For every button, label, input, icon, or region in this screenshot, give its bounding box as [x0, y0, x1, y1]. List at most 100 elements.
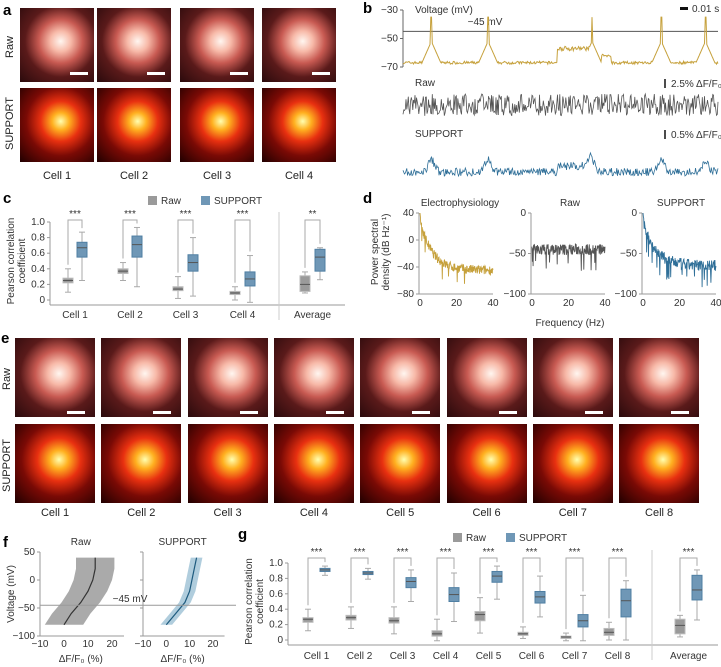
raw-trace: [402, 92, 719, 117]
raw-image-cell-7: [532, 338, 613, 417]
significance-stars: ***: [569, 547, 581, 558]
scale-bar: [412, 411, 431, 414]
subplot-title: Raw: [560, 198, 581, 209]
scale-bar: [498, 411, 517, 414]
cell-label: Cell 8: [645, 507, 674, 519]
raw-box: [474, 611, 486, 622]
x-axis-label: Frequency (Hz): [536, 318, 605, 329]
legend-label-support: SUPPORT: [519, 533, 567, 544]
significance-bracket: [679, 557, 698, 612]
cell-label: Cell 7: [558, 507, 587, 519]
subplot-title: SUPPORT: [159, 537, 207, 548]
threshold-label: −45 mV: [113, 594, 148, 605]
category-label: Cell 3: [173, 310, 199, 321]
significance-bracket: [307, 557, 326, 606]
support-box: [405, 577, 417, 589]
legend-swatch-raw: [453, 533, 462, 542]
category-label: Cell 4: [433, 651, 459, 662]
y-tick-label: −50: [620, 249, 637, 260]
support-box: [131, 235, 143, 258]
legend-label-raw: Raw: [466, 533, 487, 544]
significance-stars: ***: [397, 547, 409, 558]
cell-label: Cell 3: [213, 507, 242, 519]
raw-image-cell-4: [262, 8, 336, 82]
subplot-title: Electrophysiology: [421, 198, 499, 209]
support-image-cell-3: [187, 424, 268, 503]
subplot-title: Raw: [71, 537, 92, 548]
threshold-label: −45 mV: [468, 17, 503, 28]
scale-bar: [70, 72, 88, 75]
scale-bar: [153, 411, 172, 414]
scale-bar: [67, 411, 85, 414]
category-label: Cell 1: [62, 310, 88, 321]
panel-label-f: f: [3, 534, 8, 551]
support-image-cell-2: [101, 424, 182, 503]
time-scale-bar: [680, 7, 688, 10]
support-box: [691, 574, 703, 601]
psd-trace: [419, 212, 494, 284]
support-scale-label: 0.5% ΔF/F₀: [671, 130, 721, 141]
x-tick-label: 40: [710, 298, 721, 309]
cell-label: Cell 5: [386, 507, 415, 519]
significance-bracket: [350, 557, 369, 603]
significance-stars: ***: [483, 547, 495, 558]
raw-box: [299, 275, 311, 292]
significance-bracket: [479, 557, 498, 594]
scale-bar: [584, 411, 603, 414]
panel-label-b: b: [363, 0, 373, 17]
legend-swatch-support: [506, 533, 515, 542]
x-tick-label: 0: [529, 298, 535, 309]
category-label: Cell 1: [304, 651, 330, 662]
raw-image-cell-2: [97, 8, 171, 82]
legend-label-support: SUPPORT: [214, 196, 262, 207]
raw-image-cell-6: [446, 338, 527, 417]
raw-image-cell-2: [101, 338, 182, 417]
significance-stars: ***: [237, 209, 249, 220]
significance-bracket: [565, 557, 584, 630]
y-tick-label: 0: [277, 635, 283, 646]
category-label: Cell 7: [562, 651, 588, 662]
voltage-label: Voltage (mV): [415, 5, 473, 16]
x-tick-label: 10: [82, 639, 94, 650]
cell-label: Cell 3: [202, 170, 232, 182]
category-label: Cell 8: [605, 651, 631, 662]
support-box: [491, 570, 503, 583]
significance-bracket: [67, 219, 83, 265]
support-image-cell-6: [446, 424, 527, 503]
support-image-cell-8: [619, 424, 700, 503]
y-tick-label: −50: [18, 603, 35, 614]
x-tick-label: 20: [674, 298, 686, 309]
psd-trace: [642, 212, 717, 288]
significance-stars: ***: [180, 209, 192, 220]
panel-label-g: g: [238, 526, 248, 543]
raw-image-cell-4: [273, 338, 354, 417]
support-image-cell-1: [15, 424, 95, 503]
y-tick-label: −100: [503, 289, 526, 300]
time-scale-label: 0.01 s: [692, 4, 719, 15]
scale-bar: [230, 72, 248, 75]
x-tick-label: 40: [487, 298, 499, 309]
x-tick-label: −10: [135, 639, 152, 650]
support-image-cell-4: [262, 88, 336, 162]
y-tick-label: 0: [631, 208, 637, 219]
y-tick-label: −70: [381, 62, 398, 73]
x-tick-label: 20: [207, 639, 219, 650]
panel-label-e: e: [1, 330, 10, 347]
scale-bar: [147, 72, 165, 75]
y-tick-label: 1.0: [31, 217, 45, 228]
y-tick-label: 0: [39, 295, 45, 306]
significance-stars: ***: [69, 209, 81, 220]
y-axis-label: Power spectraldensity (dB Hz⁻¹): [370, 214, 392, 291]
support-box: [76, 241, 88, 258]
y-tick-label: −50: [509, 249, 526, 260]
x-tick-label: 10: [184, 639, 196, 650]
category-label: Cell 2: [347, 651, 373, 662]
y-tick-label: 0: [408, 235, 414, 246]
panel-label-d: d: [363, 190, 373, 207]
support-image-cell-2: [97, 88, 171, 162]
y-tick-label: −100: [614, 289, 637, 300]
category-label: Cell 3: [390, 651, 416, 662]
y-tick-label: −50: [381, 34, 398, 45]
x-tick-label: 0: [640, 298, 646, 309]
raw-box: [674, 618, 686, 635]
